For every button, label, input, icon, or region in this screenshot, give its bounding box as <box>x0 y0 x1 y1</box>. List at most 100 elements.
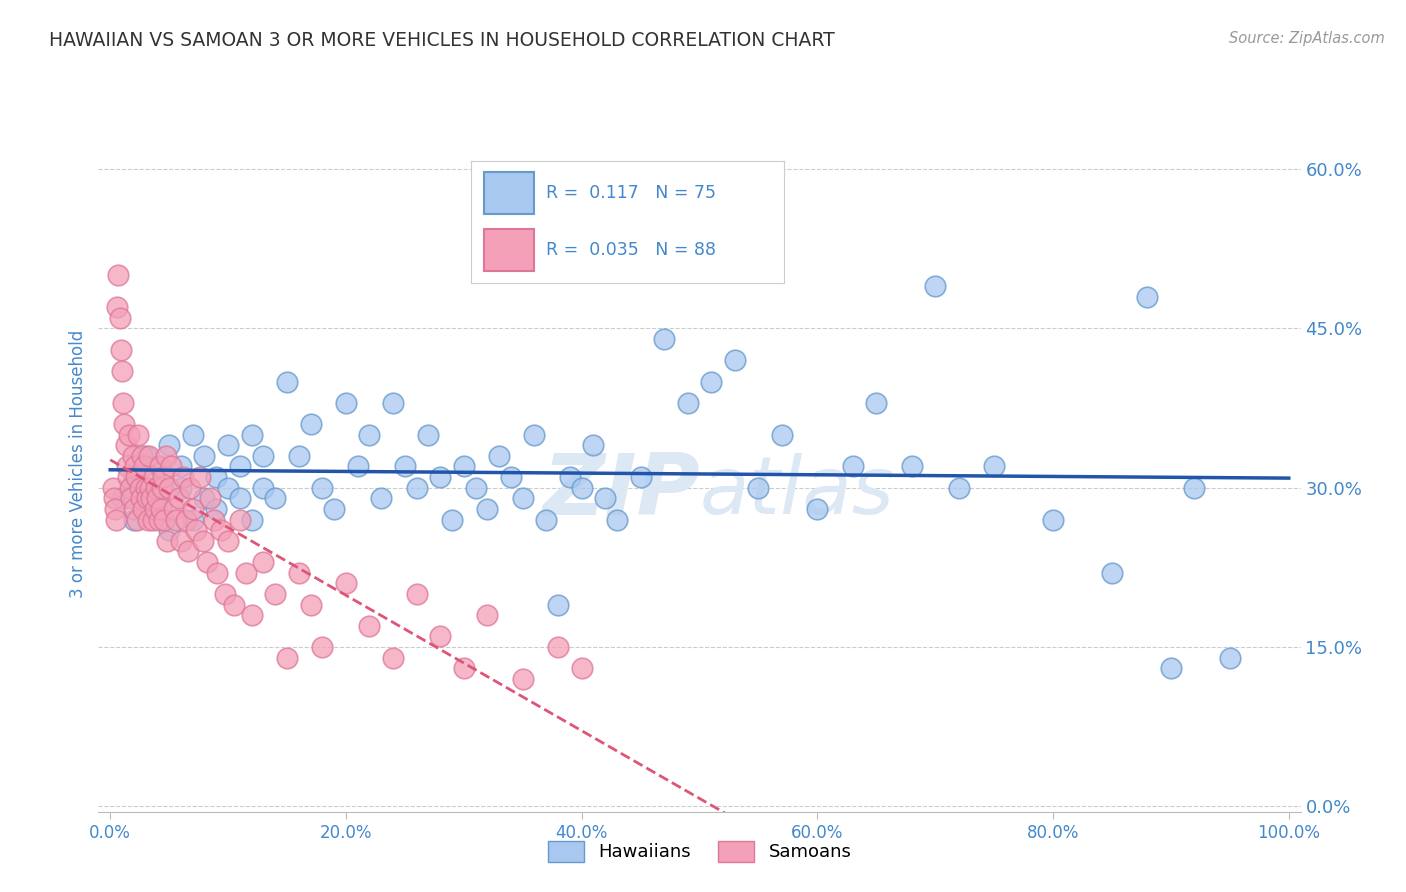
Point <box>235 566 257 580</box>
Point <box>382 650 405 665</box>
Point <box>948 481 970 495</box>
Point <box>299 417 322 431</box>
Point <box>135 491 157 506</box>
Point <box>122 513 145 527</box>
Point <box>174 513 197 527</box>
Point <box>155 449 177 463</box>
Point <box>135 449 157 463</box>
Point <box>170 533 193 548</box>
Point <box>146 491 169 506</box>
Point <box>122 502 145 516</box>
Point <box>405 587 427 601</box>
Point <box>222 598 245 612</box>
Point <box>214 587 236 601</box>
Point <box>453 661 475 675</box>
Y-axis label: 3 or more Vehicles in Household: 3 or more Vehicles in Household <box>69 330 87 598</box>
Point <box>429 470 451 484</box>
Point <box>558 470 581 484</box>
Point <box>209 523 232 537</box>
Text: Source: ZipAtlas.com: Source: ZipAtlas.com <box>1229 31 1385 46</box>
Point <box>288 566 311 580</box>
Point <box>770 427 793 442</box>
Point <box>146 459 169 474</box>
Point <box>128 427 150 442</box>
Point <box>240 427 263 442</box>
Point <box>114 438 136 452</box>
Point <box>111 491 134 506</box>
Point <box>141 491 163 506</box>
Point <box>477 608 499 623</box>
Point <box>135 481 157 495</box>
Point <box>536 513 558 527</box>
Point <box>105 300 128 314</box>
Point <box>477 502 499 516</box>
Point <box>900 459 922 474</box>
Point <box>252 449 274 463</box>
Point <box>103 491 125 506</box>
Point <box>582 438 605 452</box>
Text: atlas: atlas <box>700 452 894 531</box>
Point <box>264 587 287 601</box>
Point <box>148 513 170 527</box>
Point <box>128 481 150 495</box>
Point <box>115 459 138 474</box>
Point <box>359 427 381 442</box>
Point <box>676 396 699 410</box>
Point <box>135 481 157 495</box>
Point <box>1136 289 1159 303</box>
Point <box>122 470 145 484</box>
Point <box>172 470 194 484</box>
Point <box>806 502 828 516</box>
Point <box>181 502 204 516</box>
Point <box>453 459 475 474</box>
Point <box>138 449 160 463</box>
Point <box>101 481 124 495</box>
Point <box>143 502 166 516</box>
Point <box>205 470 228 484</box>
Point <box>652 332 675 346</box>
Point <box>188 470 211 484</box>
Point <box>512 491 534 506</box>
Point <box>120 491 142 506</box>
Point <box>105 513 128 527</box>
Point <box>264 491 287 506</box>
Point <box>464 481 486 495</box>
Point <box>118 427 141 442</box>
Point <box>156 533 179 548</box>
Point <box>125 470 148 484</box>
Point <box>153 513 176 527</box>
Point <box>571 481 593 495</box>
Point <box>134 459 156 474</box>
Point <box>1101 566 1123 580</box>
Point <box>335 576 357 591</box>
Point <box>170 459 193 474</box>
Point <box>276 650 298 665</box>
Point <box>571 661 593 675</box>
Point <box>167 491 190 506</box>
Point <box>202 513 225 527</box>
Point <box>229 513 252 527</box>
Point <box>1184 481 1206 495</box>
Point <box>299 598 322 612</box>
Point <box>107 268 129 283</box>
Point <box>177 544 200 558</box>
Point <box>112 417 135 431</box>
Point <box>186 523 208 537</box>
Point <box>104 502 127 516</box>
Legend: Hawaiians, Samoans: Hawaiians, Samoans <box>540 833 859 869</box>
Point <box>346 459 368 474</box>
Point <box>129 491 152 506</box>
Point <box>121 449 143 463</box>
Point <box>217 533 239 548</box>
Point <box>179 481 201 495</box>
Point <box>139 481 162 495</box>
Point <box>418 427 440 442</box>
Point <box>323 502 346 516</box>
Point <box>405 481 427 495</box>
Point <box>117 470 139 484</box>
Point <box>499 470 522 484</box>
Point <box>142 513 165 527</box>
Point <box>1042 513 1064 527</box>
Point <box>1219 650 1241 665</box>
Point <box>370 491 392 506</box>
